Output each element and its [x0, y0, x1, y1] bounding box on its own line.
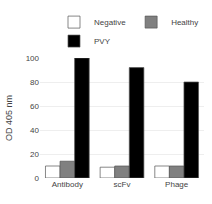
- svg-text:20: 20: [30, 150, 39, 159]
- svg-text:OD 405 nm: OD 405 nm: [4, 95, 14, 141]
- svg-text:60: 60: [30, 102, 39, 111]
- svg-text:0: 0: [35, 174, 40, 183]
- svg-text:Negative: Negative: [94, 18, 126, 27]
- svg-text:40: 40: [30, 126, 39, 135]
- svg-text:Healthy: Healthy: [171, 18, 198, 27]
- svg-text:100: 100: [26, 54, 40, 63]
- svg-text:80: 80: [30, 78, 39, 87]
- svg-text:scFv: scFv: [114, 180, 131, 189]
- svg-text:Phage: Phage: [165, 180, 189, 189]
- svg-text:PVY: PVY: [94, 37, 111, 46]
- svg-text:Antibody: Antibody: [52, 180, 83, 189]
